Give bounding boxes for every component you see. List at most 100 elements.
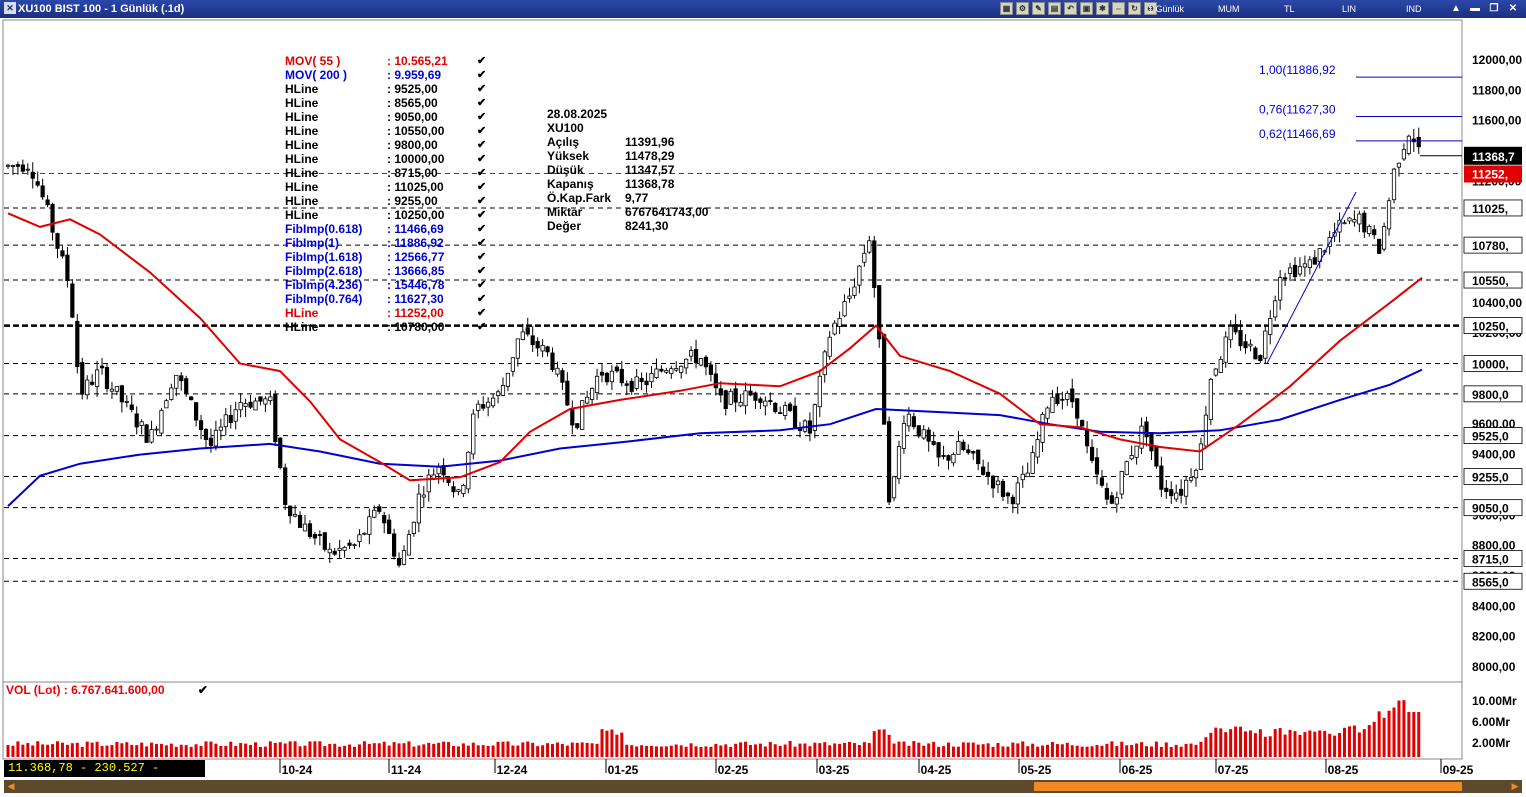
candle-up	[585, 396, 590, 404]
candle-down	[971, 451, 976, 454]
candle-down	[708, 364, 714, 375]
check-icon[interactable]: ✔	[477, 83, 487, 95]
candle-down	[70, 283, 75, 318]
candle-up	[1347, 217, 1352, 222]
volume-bar	[1372, 721, 1376, 757]
candle-down	[733, 388, 738, 403]
indicator-option[interactable]: IND	[1406, 4, 1422, 14]
legend-name: HLine	[285, 152, 319, 166]
tool-icon[interactable]: ✱	[1096, 2, 1109, 15]
currency-option[interactable]: TL	[1284, 4, 1295, 14]
tool-icon[interactable]: ⊕	[1144, 2, 1157, 15]
scroll-left-icon[interactable]: ◀	[7, 781, 15, 791]
close-icon[interactable]: ✕	[1508, 3, 1518, 14]
volume-bar	[501, 741, 505, 757]
candle-up	[1040, 413, 1045, 443]
check-icon[interactable]: ✔	[477, 293, 487, 305]
candle-down	[1164, 487, 1169, 493]
check-icon[interactable]: ✔	[477, 97, 487, 109]
legend-name: HLine	[285, 306, 319, 320]
candle-up	[476, 403, 481, 411]
check-icon[interactable]: ✔	[477, 125, 487, 137]
tool-icon[interactable]: ▤	[1048, 2, 1061, 15]
info-value: 11478,29	[625, 149, 675, 163]
volume-bar	[1387, 710, 1391, 757]
info-date: 28.08.2025	[547, 107, 608, 121]
volume-bar	[729, 746, 733, 757]
volume-bar	[1293, 731, 1297, 757]
check-icon[interactable]: ✔	[477, 307, 487, 319]
close-chart-icon[interactable]: ✕	[4, 2, 16, 14]
candle-down	[525, 327, 530, 335]
volume-bar	[392, 742, 396, 757]
volume-bar	[397, 743, 401, 757]
candle-up	[891, 476, 897, 499]
check-icon[interactable]: ✔	[477, 279, 487, 291]
scroll-up-icon[interactable]: ▲	[1451, 3, 1461, 14]
check-icon[interactable]: ✔	[477, 237, 487, 249]
time-axis-label: 09-25	[1443, 763, 1474, 777]
scale-option[interactable]: LIN	[1342, 4, 1357, 14]
check-icon[interactable]: ✔	[477, 209, 487, 221]
check-icon[interactable]: ✔	[477, 69, 487, 81]
candle-down	[986, 471, 991, 476]
candle-up	[921, 429, 926, 439]
volume-bar	[1179, 746, 1183, 757]
legend-name: HLine	[285, 96, 319, 110]
legend-name: FibImp(4.236)	[285, 278, 363, 292]
volume-bar	[803, 743, 807, 757]
check-icon[interactable]: ✔	[477, 195, 487, 207]
candle-up	[1278, 277, 1283, 301]
volume-bar	[1298, 734, 1302, 757]
volume-bar	[669, 745, 673, 757]
check-icon[interactable]: ✔	[477, 153, 487, 165]
restore-icon[interactable]: ❐	[1489, 3, 1499, 14]
check-icon[interactable]: ✔	[477, 55, 487, 67]
volume-bar	[694, 746, 698, 757]
volume-bar	[432, 743, 436, 757]
current-price-box	[1464, 146, 1522, 165]
scroll-thumb[interactable]	[1034, 782, 1462, 791]
volume-bar	[862, 742, 866, 757]
tool-icon[interactable]: ✎	[1032, 2, 1045, 15]
volume-bar	[357, 744, 361, 757]
volume-bar	[1219, 728, 1223, 757]
check-icon[interactable]: ✔	[197, 683, 208, 697]
check-icon[interactable]: ✔	[477, 139, 487, 151]
tool-icon[interactable]: ▣	[1080, 2, 1093, 15]
check-icon[interactable]: ✔	[477, 223, 487, 235]
tool-icon[interactable]: ↻	[1128, 2, 1141, 15]
volume-bar	[199, 745, 203, 757]
candle-down	[65, 254, 70, 281]
horizontal-scrollbar[interactable]: ◀ ▶	[4, 780, 1522, 793]
legend-row: FibImp(1.618): 12566,77 ✔	[285, 250, 489, 264]
legend-value: : 8565,00	[387, 96, 438, 110]
candle-up	[743, 390, 748, 407]
check-icon[interactable]: ✔	[477, 321, 487, 333]
scroll-right-icon[interactable]: ▶	[1511, 781, 1519, 791]
price-chart[interactable]: 1,00(11886,92 0,76(11627,30 0,62(11466,69 1…	[0, 18, 1526, 780]
check-icon[interactable]: ✔	[477, 251, 487, 263]
candle-up	[466, 451, 471, 490]
check-icon[interactable]: ✔	[477, 181, 487, 193]
volume-bar	[907, 745, 911, 757]
candle-down	[723, 390, 728, 410]
tool-icon[interactable]: ⇔	[1112, 2, 1125, 15]
volume-bar	[1234, 726, 1238, 757]
volume-bar	[1105, 743, 1109, 757]
chart-type-option[interactable]: MUM	[1218, 4, 1240, 14]
volume-bar	[976, 744, 980, 757]
volume-bar	[996, 743, 1000, 757]
check-icon[interactable]: ✔	[477, 111, 487, 123]
check-icon[interactable]: ✔	[477, 167, 487, 179]
tool-icon[interactable]: ⚙	[1016, 2, 1029, 15]
tool-icon[interactable]: ↶	[1064, 2, 1077, 15]
volume-bar	[902, 741, 906, 757]
volume-bar	[892, 743, 896, 757]
candle-down	[931, 441, 936, 445]
candle-down	[1416, 136, 1421, 148]
period-option[interactable]: 1 Günlük	[1148, 4, 1185, 14]
tool-icon[interactable]: ▦	[1000, 2, 1013, 15]
minimize-icon[interactable]: ▬	[1470, 3, 1480, 14]
check-icon[interactable]: ✔	[477, 265, 487, 277]
